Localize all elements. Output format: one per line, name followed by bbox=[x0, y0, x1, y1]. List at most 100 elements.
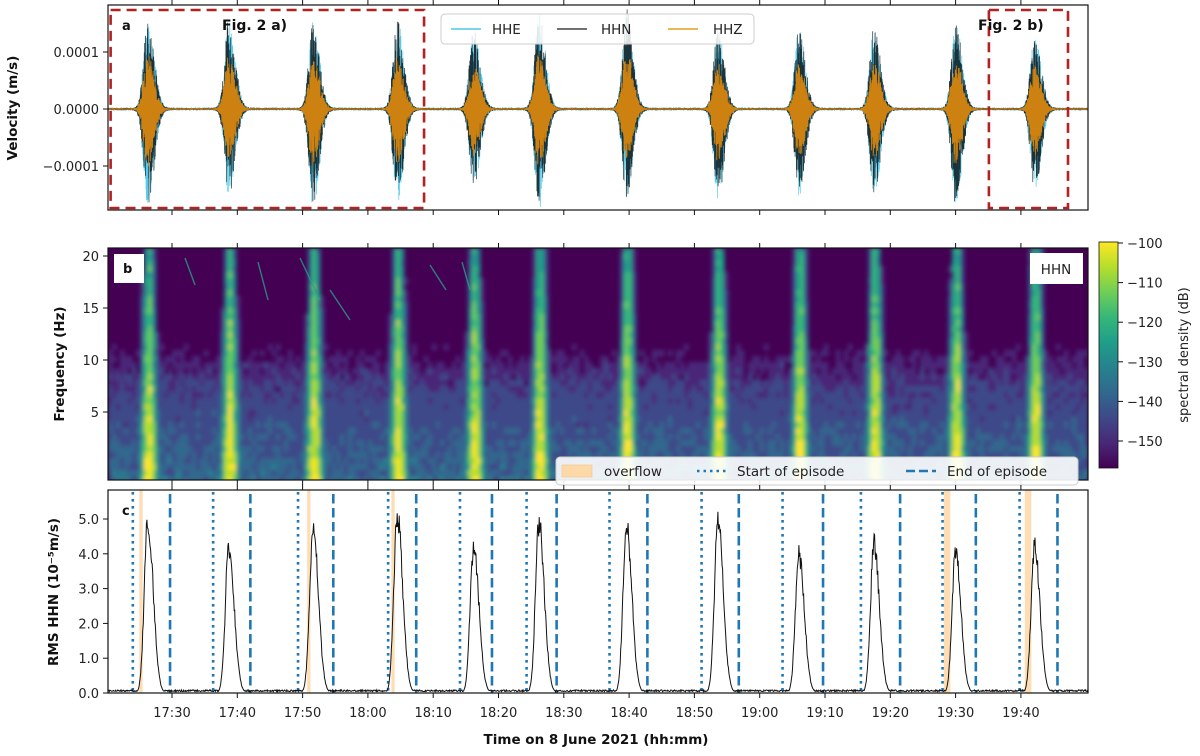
spectrogram-cell bbox=[400, 284, 405, 291]
spectrogram-cell bbox=[168, 374, 173, 381]
spectrogram-cell bbox=[400, 434, 405, 441]
spectrogram-cell bbox=[816, 446, 821, 453]
spectrogram-cell bbox=[492, 452, 497, 459]
spectrogram-cell bbox=[828, 422, 833, 429]
spectrogram-cell bbox=[324, 386, 329, 393]
spectrogram-cell bbox=[636, 404, 641, 411]
spectrogram-cell bbox=[212, 386, 217, 393]
spectrogram-cell bbox=[608, 446, 613, 453]
spectrogram-cell bbox=[112, 368, 117, 375]
spectrogram-cell bbox=[420, 440, 425, 447]
spectrogram-cell bbox=[308, 476, 313, 480]
spectrogram-cell bbox=[408, 386, 413, 393]
spectrogram-cell bbox=[672, 374, 677, 381]
spectrogram-cell bbox=[836, 350, 841, 357]
spectrogram-cell bbox=[712, 452, 717, 459]
spectrogram-cell bbox=[164, 458, 169, 465]
spectrogram-cell bbox=[928, 392, 933, 399]
spectrogram-cell bbox=[396, 428, 401, 435]
spectrogram-cell bbox=[436, 392, 441, 399]
spectrogram-cell bbox=[928, 380, 933, 387]
spectrogram-cell bbox=[436, 398, 441, 405]
spectrogram-cell bbox=[224, 440, 229, 447]
spectrogram-cell bbox=[236, 302, 241, 309]
spectrogram-cell bbox=[196, 470, 201, 477]
spectrogram-cell bbox=[544, 386, 549, 393]
spectrogram-cell bbox=[800, 422, 805, 429]
spectrogram-cell bbox=[884, 440, 889, 447]
spectrogram-cell bbox=[304, 314, 309, 321]
spectrogram-cell bbox=[544, 380, 549, 387]
spectrogram-cell bbox=[424, 404, 429, 411]
spectrogram-cell bbox=[216, 362, 221, 369]
spectrogram-cell bbox=[332, 404, 337, 411]
spectrogram-cell bbox=[400, 296, 405, 303]
spectrogram-cell bbox=[812, 428, 817, 435]
spectrogram-cell bbox=[688, 440, 693, 447]
spectrogram-cell bbox=[396, 254, 401, 261]
spectrogram-cell bbox=[512, 392, 517, 399]
spectrogram-cell bbox=[124, 374, 129, 381]
spectrogram-cell bbox=[820, 392, 825, 399]
spectrogram-cell bbox=[400, 254, 405, 261]
spectrogram-cell bbox=[740, 428, 745, 435]
spectrogram-cell bbox=[844, 422, 849, 429]
spectrogram-cell bbox=[624, 350, 629, 357]
spectrogram-cell bbox=[552, 428, 557, 435]
spectrogram-cell bbox=[176, 380, 181, 387]
spectrogram-cell bbox=[536, 326, 541, 333]
spectrogram-cell bbox=[776, 392, 781, 399]
spectrogram-cell bbox=[324, 440, 329, 447]
spectrogram-cell bbox=[240, 416, 245, 423]
spectrogram-cell bbox=[232, 440, 237, 447]
spectrogram-cell bbox=[816, 362, 821, 369]
spectrogram-cell bbox=[108, 374, 113, 381]
spectrogram-cell bbox=[524, 476, 529, 480]
spectrogram-cell bbox=[628, 392, 633, 399]
spectrogram-cell bbox=[896, 440, 901, 447]
spectrogram-cell bbox=[620, 404, 625, 411]
spectrogram-cell bbox=[648, 416, 653, 423]
spectrogram-cell bbox=[732, 386, 737, 393]
spectrogram-cell bbox=[480, 314, 485, 321]
spectrogram-cell bbox=[392, 260, 397, 267]
spectrogram-cell bbox=[708, 410, 713, 417]
spectrogram-cell bbox=[448, 440, 453, 447]
spectrogram-cell bbox=[588, 410, 593, 417]
spectrogram-cell bbox=[476, 398, 481, 405]
spectrogram-cell bbox=[364, 440, 369, 447]
spectrogram-cell bbox=[776, 398, 781, 405]
spectrogram-cell bbox=[108, 470, 113, 477]
spectrogram-cell bbox=[336, 440, 341, 447]
spectrogram-cell bbox=[236, 464, 241, 471]
spectrogram-cell bbox=[800, 338, 805, 345]
spectrogram-cell bbox=[356, 374, 361, 381]
spectrogram-cell bbox=[452, 428, 457, 435]
spectrogram-cell bbox=[392, 416, 397, 423]
spectrogram-cell bbox=[880, 440, 885, 447]
spectrogram-cell bbox=[292, 422, 297, 429]
spectrogram-cell bbox=[356, 470, 361, 477]
spectrogram-cell bbox=[596, 434, 601, 441]
spectrogram-cell bbox=[396, 308, 401, 315]
spectrogram-cell bbox=[572, 422, 577, 429]
spectrogram-cell bbox=[684, 386, 689, 393]
spectrogram-cell bbox=[532, 326, 537, 333]
spectrogram-cell bbox=[252, 350, 257, 357]
spectrogram-cell bbox=[464, 464, 469, 471]
spectrogram-cell bbox=[800, 380, 805, 387]
spectrogram-cell bbox=[320, 374, 325, 381]
spectrogram-cell bbox=[248, 356, 253, 363]
spectrogram-cell bbox=[744, 398, 749, 405]
spectrogram-cell bbox=[312, 350, 317, 357]
spectrogram-cell bbox=[468, 326, 473, 333]
spectrogram-cell bbox=[136, 374, 141, 381]
spectrogram-cell bbox=[384, 470, 389, 477]
spectrogram-cell bbox=[284, 464, 289, 471]
spectrogram-cell bbox=[192, 362, 197, 369]
spectrogram-cell bbox=[204, 368, 209, 375]
spectrogram-cell bbox=[584, 374, 589, 381]
spectrogram-cell bbox=[520, 356, 525, 363]
spectrogram-cell bbox=[664, 416, 669, 423]
spectrogram-cell bbox=[592, 446, 597, 453]
